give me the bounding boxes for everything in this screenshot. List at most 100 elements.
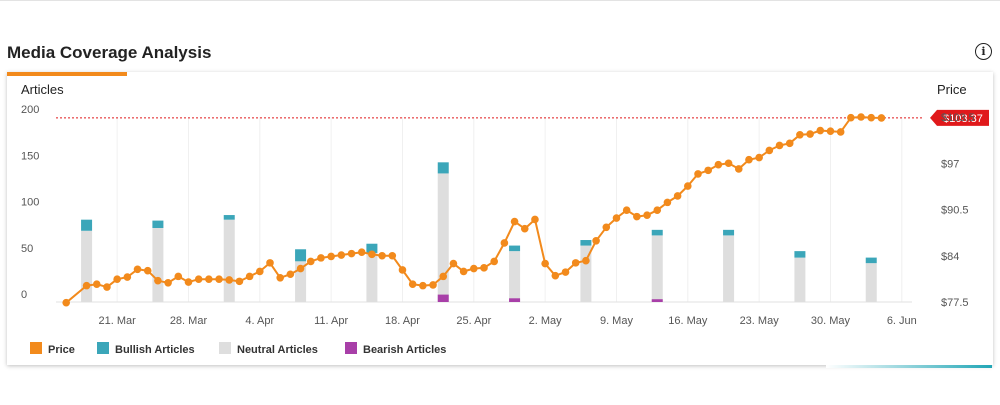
right-axis-title: Price (937, 82, 967, 97)
price-point (184, 278, 193, 286)
price-point (103, 283, 111, 291)
price-point (123, 273, 132, 281)
x-tick-label: 30. May (811, 315, 851, 327)
neutral-bar (437, 173, 449, 302)
price-point (622, 206, 631, 215)
price-point (194, 275, 203, 284)
x-tick-label: 18. Apr (385, 315, 420, 327)
neutral-bar (723, 235, 735, 302)
x-tick-label: 25. Apr (456, 315, 491, 327)
x-tick-label: 16. May (668, 315, 708, 327)
last-price-label: $103.37 (943, 113, 983, 125)
bullish-bar (223, 215, 235, 220)
neutral-bar (81, 230, 93, 302)
price-point (215, 275, 223, 284)
bearish-bar (437, 294, 449, 302)
right-tick-label: $90.5 (941, 205, 969, 217)
price-point (785, 139, 794, 148)
neutral-bar (366, 252, 378, 302)
price-point (561, 268, 570, 276)
price-point (704, 166, 712, 175)
legend-label: Neutral Articles (237, 344, 318, 356)
price-point (419, 281, 427, 290)
legend-swatch (97, 342, 109, 354)
bullish-bar (437, 162, 449, 174)
price-point (775, 141, 784, 150)
bullish-bar (580, 240, 592, 246)
price-point (429, 281, 437, 289)
price-point (337, 251, 346, 259)
price-point (357, 248, 366, 256)
left-tick-label: 100 (21, 197, 39, 209)
price-point (368, 250, 376, 259)
legend-label: Bullish Articles (115, 344, 195, 356)
chart-axes: Articles Price 21. Mar 28. Mar 4. Apr 11. A… (21, 82, 975, 327)
price-point (62, 298, 70, 307)
price-point (490, 257, 498, 266)
left-tick-label: 150 (21, 150, 39, 162)
chart-legend: Price Bullish Articles Neutral Articles Bea… (30, 342, 446, 356)
price-point (796, 130, 804, 139)
price-point (877, 114, 886, 122)
price-point (286, 270, 295, 279)
bearish-bar (651, 299, 663, 302)
price-point (449, 259, 458, 268)
price-point (235, 277, 244, 286)
bullish-bar (152, 220, 164, 228)
x-tick-label: 11. Apr (314, 315, 348, 327)
price-point (276, 274, 284, 282)
price-point (510, 217, 519, 226)
price-point (470, 264, 478, 273)
card-bottom-accent (826, 365, 992, 368)
legend-swatch (30, 342, 42, 354)
bullish-bar (366, 243, 378, 253)
price-point (459, 267, 468, 276)
info-icon[interactable]: i (975, 43, 992, 60)
price-point (347, 249, 356, 258)
chart-card (7, 72, 993, 365)
bullish-bar (865, 257, 877, 264)
legend-swatch (345, 342, 357, 354)
right-tick-label: $77.5 (941, 297, 969, 309)
price-point (806, 130, 814, 138)
price-point (765, 146, 774, 155)
price-point (867, 113, 876, 122)
right-tick-label: $84 (941, 251, 959, 263)
price-point (306, 257, 315, 266)
x-tick-label: 9. May (600, 315, 634, 327)
price-point (245, 272, 254, 281)
neutral-bar (509, 251, 521, 302)
price-point (551, 271, 560, 280)
price-point (663, 198, 672, 207)
price-point (755, 153, 763, 162)
price-point (205, 275, 213, 284)
price-point (602, 223, 611, 232)
price-point (256, 267, 264, 276)
left-tick-label: 50 (21, 243, 33, 255)
price-point (745, 155, 753, 164)
price-point (653, 206, 662, 215)
bullish-bar (509, 245, 521, 252)
neutral-bar (865, 263, 877, 302)
price-point (847, 113, 855, 122)
x-tick-label: 6. Jun (887, 315, 917, 327)
left-axis-title: Articles (21, 82, 64, 97)
price-point (857, 113, 865, 121)
price-point (154, 276, 162, 285)
neutral-bar (152, 228, 164, 302)
price-series: $103.37 (56, 109, 989, 307)
price-point (694, 170, 702, 178)
price-point (408, 280, 417, 289)
price-point (541, 259, 549, 268)
price-point (378, 251, 386, 260)
price-point (714, 160, 723, 169)
price-point (520, 224, 529, 233)
bullish-bar (651, 229, 663, 236)
legend-label: Price (48, 344, 75, 356)
neutral-bar (651, 235, 663, 302)
bullish-bar (295, 249, 307, 262)
price-point (398, 266, 407, 274)
price-point (480, 264, 488, 272)
price-point (826, 127, 835, 136)
article-bars (81, 162, 877, 302)
